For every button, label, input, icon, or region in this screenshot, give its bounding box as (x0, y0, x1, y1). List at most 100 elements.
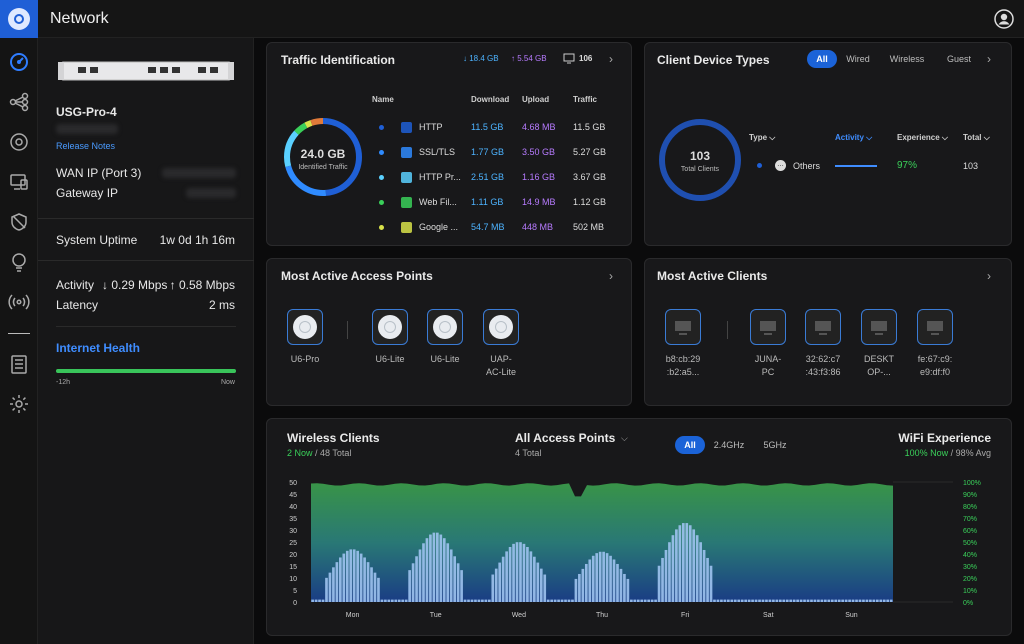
band-2-4ghz[interactable]: 2.4GHz (713, 440, 745, 450)
app-icon (401, 122, 412, 133)
chart-bar (879, 599, 883, 602)
chart-bar (550, 599, 553, 602)
traffic-identification-card: Traffic Identification ↓ 18.4 GB ↑ 5.54 … (266, 42, 632, 246)
chart-bar (328, 572, 332, 602)
tab-wireless[interactable]: Wireless (889, 54, 925, 64)
chart-bar (737, 599, 741, 602)
devices-icon[interactable] (8, 171, 30, 193)
clients-icon[interactable] (8, 131, 30, 153)
y-tick-label: 10 (289, 576, 297, 583)
chart-bar (761, 599, 765, 602)
chart-bar (349, 549, 353, 602)
device-name: USG-Pro-4 (56, 105, 117, 119)
y2-tick-label: 100% (963, 480, 981, 487)
col-header-activity[interactable]: Activity ⌵ (835, 133, 873, 142)
ap-select[interactable]: All Access Points (515, 431, 616, 445)
chart-bar (671, 535, 675, 602)
traffic-donut-label: Identified Traffic (298, 164, 348, 171)
logs-icon[interactable] (8, 353, 30, 375)
traffic-download-total: ↓ 18.4 GB (463, 54, 499, 63)
series-dot (379, 125, 384, 130)
y-tick-label: 0 (293, 600, 297, 607)
chart-bar (397, 599, 401, 602)
traffic-upload-total: ↑ 5.54 GB (511, 54, 547, 63)
client-name: 32:62:c7 :43:f3:86 (805, 354, 841, 377)
chart-bar (446, 543, 450, 602)
chart-bar (688, 525, 692, 602)
app-traffic: 3.67 GB (573, 172, 607, 182)
chevron-down-icon[interactable]: ⌵ (621, 433, 628, 443)
chart-bar (560, 599, 564, 602)
chart-bar (813, 599, 817, 602)
insights-bulb-icon[interactable] (8, 251, 30, 273)
device-image (58, 61, 234, 81)
chart-bar (675, 529, 678, 602)
chart-bar (494, 568, 498, 602)
app-name: Web Fil... (419, 197, 457, 207)
chart-bar (858, 599, 862, 602)
app-upload: 1.16 GB (522, 172, 556, 182)
chart-bar (439, 534, 443, 602)
col-header-type[interactable]: Type ⌵ (749, 133, 776, 142)
app-icon (401, 172, 412, 183)
y2-tick-label: 10% (963, 588, 977, 595)
internet-health-title[interactable]: Internet Health (56, 341, 141, 355)
chart-bar (681, 523, 685, 602)
client-device-icon (665, 309, 701, 345)
chart-bar (647, 599, 650, 602)
activity-download: ↓ 0.29 Mbps (102, 278, 168, 292)
dashboard-icon[interactable] (8, 51, 30, 73)
chart-bar (636, 599, 640, 602)
chart-bar (602, 551, 605, 602)
chart-bar (595, 553, 599, 602)
chart-bar (515, 542, 519, 602)
chevron-right-icon[interactable]: › (987, 269, 991, 283)
settings-gear-icon[interactable] (8, 393, 30, 415)
release-notes-link[interactable]: Release Notes (56, 141, 116, 151)
chart-bar (519, 542, 522, 602)
chart-bar (314, 599, 318, 602)
redacted-ip (56, 124, 118, 134)
access-point-icon (287, 309, 323, 345)
chart-bar (373, 572, 377, 602)
chart-bar (844, 599, 848, 602)
chart-bar (463, 599, 467, 602)
chart-bar (685, 523, 689, 602)
divider (56, 326, 236, 327)
chart-bar (803, 599, 806, 602)
app-name: Google ... (419, 222, 459, 232)
unifi-logo-icon[interactable] (0, 0, 38, 38)
chart-bar (460, 570, 463, 602)
x-tick-label: Mon (346, 612, 360, 619)
wifi-experience-title: WiFi Experience (898, 431, 991, 445)
col-header-experience[interactable]: Experience ⌵ (897, 133, 948, 142)
tab-wired[interactable]: Wired (846, 54, 870, 64)
chart-bar (408, 570, 411, 602)
chart-bar (789, 599, 793, 602)
chart-bar (848, 599, 851, 602)
col-header-total[interactable]: Total ⌵ (963, 133, 990, 142)
chart-bar (650, 599, 654, 602)
tab-guest[interactable]: Guest (946, 54, 971, 64)
clients-donut-value: 103 (689, 149, 711, 163)
chevron-right-icon[interactable]: › (609, 269, 613, 283)
tab-all[interactable]: All (807, 50, 837, 68)
radios-icon[interactable] (8, 291, 30, 313)
client-name: JUNA- PC (754, 354, 782, 377)
security-shield-icon[interactable] (8, 211, 30, 233)
chevron-right-icon[interactable]: › (609, 52, 613, 66)
band-all[interactable]: All (675, 436, 705, 454)
app-icon (401, 222, 412, 233)
y2-tick-label: 0% (963, 600, 973, 607)
chevron-right-icon[interactable]: › (987, 52, 991, 66)
card-title: Most Active Clients (657, 269, 768, 283)
y2-tick-label: 70% (963, 516, 977, 523)
chart-bar (345, 550, 349, 602)
apps-count: 106 (579, 54, 593, 63)
topology-icon[interactable] (8, 91, 30, 113)
divider (38, 218, 254, 219)
chart-bar (366, 562, 370, 602)
band-5ghz[interactable]: 5GHz (763, 440, 787, 450)
user-account-icon[interactable] (994, 9, 1014, 29)
chart-bar (799, 599, 803, 602)
